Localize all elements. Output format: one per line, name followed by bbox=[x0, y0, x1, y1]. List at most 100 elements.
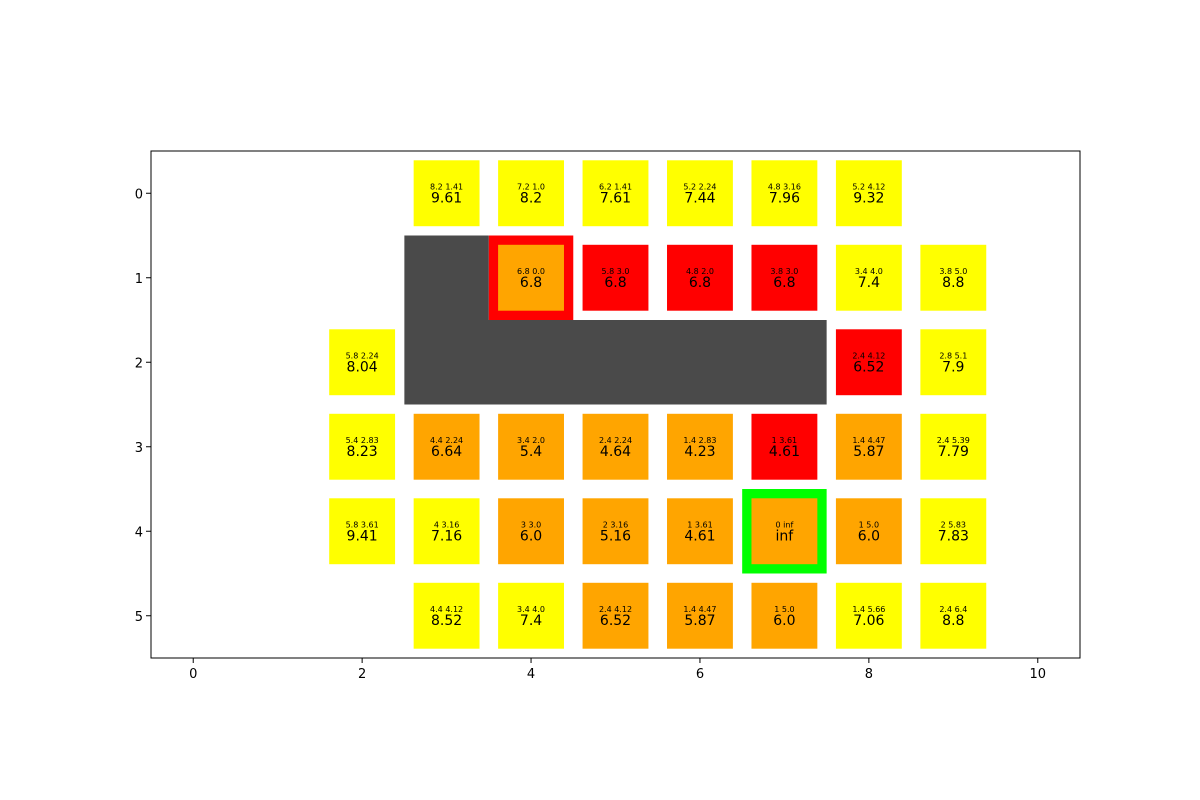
grid-cell bbox=[920, 244, 987, 311]
cell-cost-label: 2.4 4.12 bbox=[852, 351, 885, 360]
cell-total-label: 9.41 bbox=[347, 528, 378, 544]
cell-total-label: 9.61 bbox=[431, 190, 462, 206]
cell-total-label: 5.4 bbox=[520, 444, 542, 460]
cell-total-label: 8.8 bbox=[942, 275, 964, 291]
cell-cost-label: 1.4 5.66 bbox=[852, 605, 885, 614]
cell-total-label: 8.52 bbox=[431, 613, 462, 629]
cell-cost-label: 5.4 2.83 bbox=[346, 436, 379, 445]
cell-total-label: 7.16 bbox=[431, 528, 462, 544]
cell-total-label: 5.87 bbox=[853, 444, 884, 460]
cell-total-label: 6.8 bbox=[773, 275, 795, 291]
grid-cell bbox=[835, 413, 902, 480]
y-tick-label: 3 bbox=[135, 441, 143, 456]
x-tick-label: 8 bbox=[865, 667, 873, 682]
cell-total-label: 7.61 bbox=[600, 190, 631, 206]
cell-cost-label: 4.4 4.12 bbox=[430, 605, 463, 614]
cell-cost-label: 2.4 5.39 bbox=[937, 436, 970, 445]
grid-cell bbox=[751, 160, 818, 227]
grid-cell bbox=[751, 244, 818, 311]
grid-cell bbox=[751, 582, 818, 649]
cell-total-label: 7.79 bbox=[938, 444, 969, 460]
y-tick-label: 5 bbox=[135, 610, 143, 625]
cell-total-label: 5.16 bbox=[600, 528, 631, 544]
cell-cost-label: 3.4 4.0 bbox=[855, 267, 883, 276]
cell-cost-label: 6.2 1.41 bbox=[599, 182, 632, 191]
cell-total-label: 9.32 bbox=[853, 190, 884, 206]
grid-cell bbox=[920, 498, 987, 565]
cell-cost-label: 3.8 3.0 bbox=[770, 267, 798, 276]
cell-total-label: 4.61 bbox=[769, 444, 800, 460]
cell-cost-label: 2.4 4.12 bbox=[599, 605, 632, 614]
grid-cell bbox=[667, 498, 733, 565]
grid-cell bbox=[582, 498, 649, 565]
cell-cost-label: 5.8 2.24 bbox=[346, 351, 379, 360]
cell-total-label: 5.87 bbox=[684, 613, 715, 629]
x-tick-label: 2 bbox=[358, 667, 366, 682]
cell-total-label: 4.64 bbox=[600, 444, 631, 460]
cell-total-label: 6.0 bbox=[858, 528, 880, 544]
y-tick-label: 2 bbox=[135, 356, 143, 371]
axes-frame bbox=[150, 150, 1081, 659]
cell-total-label: 4.23 bbox=[684, 444, 715, 460]
cell-cost-label: 8.2 1.41 bbox=[430, 182, 463, 191]
cell-cost-label: 3.4 4.0 bbox=[517, 605, 545, 614]
cell-total-label: 7.9 bbox=[942, 359, 964, 375]
grid-cell bbox=[582, 582, 649, 649]
cell-cost-label: 2 5.83 bbox=[941, 520, 966, 529]
cell-cost-label: 1.4 2.83 bbox=[683, 436, 716, 445]
grid-cell bbox=[498, 244, 564, 311]
grid-cell bbox=[920, 582, 987, 649]
grid-cell bbox=[498, 413, 564, 480]
cell-total-label: 7.06 bbox=[853, 613, 884, 629]
cell-cost-label: 5.8 3.61 bbox=[346, 520, 379, 529]
cell-cost-label: 2.4 6.4 bbox=[939, 605, 967, 614]
y-tick-label: 0 bbox=[135, 187, 143, 202]
cell-cost-label: 6.8 0.0 bbox=[517, 267, 545, 276]
cell-cost-label: 1 5.0 bbox=[774, 605, 794, 614]
grid-cell bbox=[498, 582, 564, 649]
grid-cell bbox=[835, 244, 902, 311]
grid-cell bbox=[413, 413, 480, 480]
grid-cell bbox=[667, 160, 733, 227]
x-tick-label: 0 bbox=[189, 667, 197, 682]
cell-cost-label: 1.4 4.47 bbox=[683, 605, 716, 614]
cell-cost-label: 1 3.61 bbox=[687, 520, 712, 529]
x-tick-label: 4 bbox=[527, 667, 535, 682]
cell-total-label: 6.64 bbox=[431, 444, 462, 460]
grid-cell bbox=[498, 160, 564, 227]
plot-area: 8.2 1.419.61 7.2 1.08.2 6.2 1.417.61 5.2 2.… bbox=[135, 150, 1081, 682]
cell-cost-label: 4.8 3.16 bbox=[768, 182, 801, 191]
cell-total-label: 6.8 bbox=[520, 275, 542, 291]
grid-cell bbox=[751, 498, 818, 565]
cell-cost-label: 1.4 4.47 bbox=[852, 436, 885, 445]
grid-cell bbox=[667, 413, 733, 480]
grid-cell bbox=[329, 329, 396, 396]
cell-total-label: 6.8 bbox=[604, 275, 626, 291]
grid-cell bbox=[413, 498, 480, 565]
y-tick-label: 1 bbox=[135, 272, 143, 287]
cell-cost-label: 1 3.61 bbox=[772, 436, 797, 445]
grid-cell bbox=[329, 413, 396, 480]
cell-cost-label: 0 inf bbox=[776, 520, 794, 529]
cell-cost-label: 2.4 2.24 bbox=[599, 436, 632, 445]
obstacle-block bbox=[404, 235, 489, 320]
grid-cell bbox=[582, 160, 649, 227]
grid-cell bbox=[667, 582, 733, 649]
grid-cell bbox=[835, 498, 902, 565]
cell-cost-label: 5.8 3.0 bbox=[602, 267, 630, 276]
x-tick-label: 6 bbox=[696, 667, 704, 682]
grid-cell bbox=[835, 329, 902, 396]
grid-cell bbox=[413, 160, 480, 227]
grid-cell bbox=[751, 413, 818, 480]
cell-total-label: 6.8 bbox=[689, 275, 711, 291]
cell-total-label: 7.4 bbox=[520, 613, 542, 629]
cell-cost-label: 3 3.0 bbox=[521, 520, 541, 529]
cell-cost-label: 3.8 5.0 bbox=[939, 267, 967, 276]
cell-cost-label: 2.8 5.1 bbox=[939, 351, 967, 360]
grid-cell bbox=[582, 244, 649, 311]
grid-cell bbox=[413, 582, 480, 649]
cell-total-label: 6.52 bbox=[600, 613, 631, 629]
cell-cost-label: 4.4 2.24 bbox=[430, 436, 463, 445]
grid-cell bbox=[920, 329, 987, 396]
